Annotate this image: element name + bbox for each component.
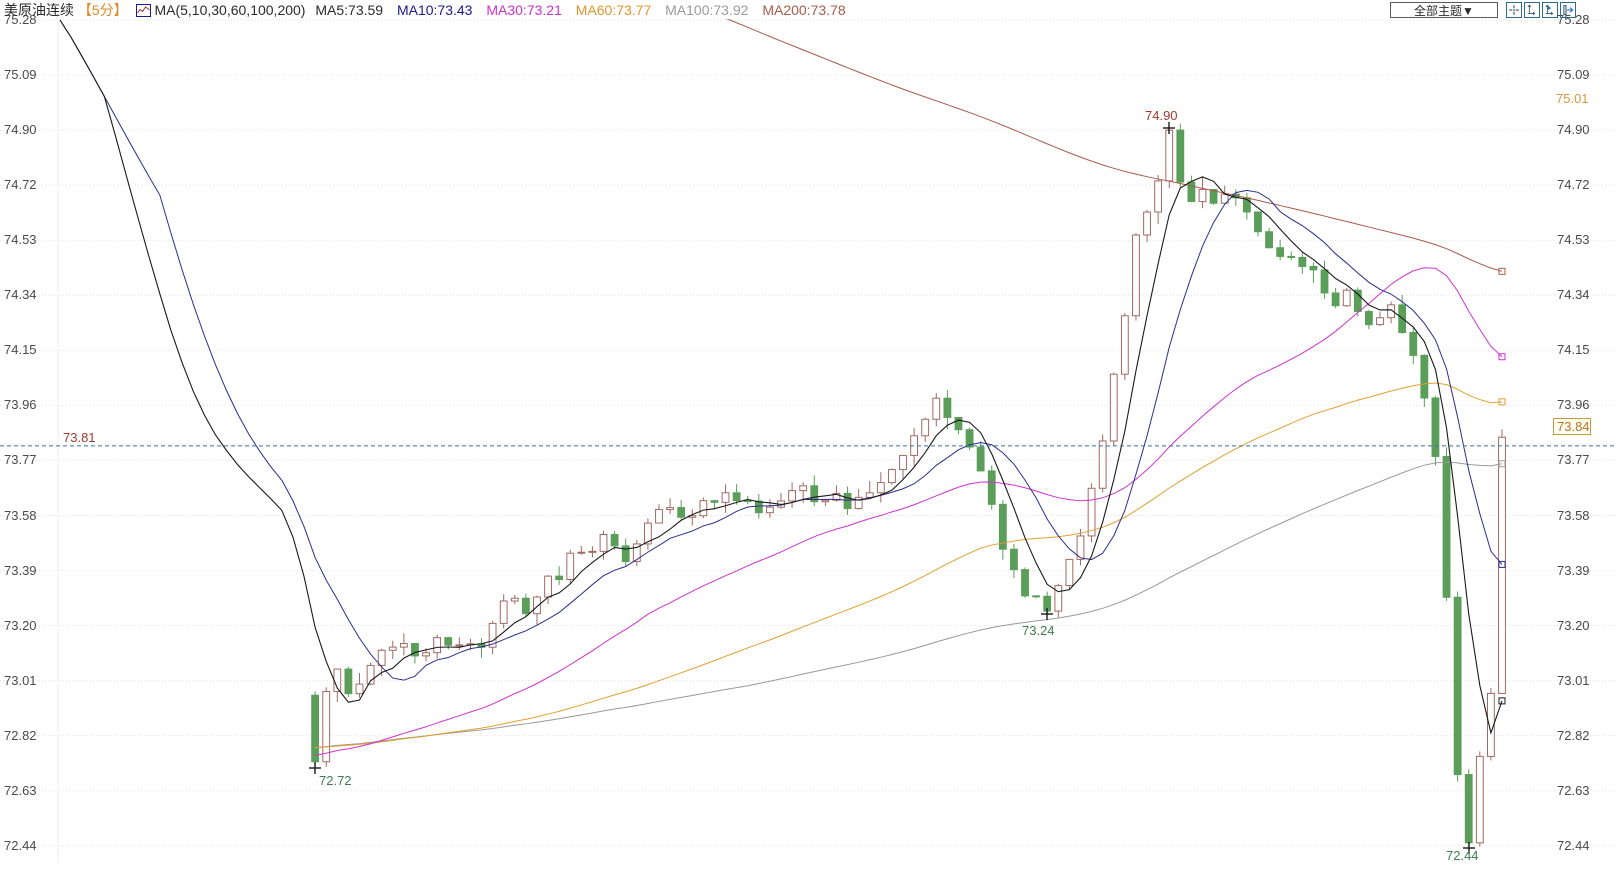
svg-text:72.44: 72.44	[1446, 848, 1479, 863]
svg-text:73.81: 73.81	[63, 430, 96, 445]
svg-text:73.24: 73.24	[1022, 623, 1055, 638]
svg-text:74.90: 74.90	[1145, 108, 1178, 123]
svg-text:72.72: 72.72	[319, 773, 352, 788]
